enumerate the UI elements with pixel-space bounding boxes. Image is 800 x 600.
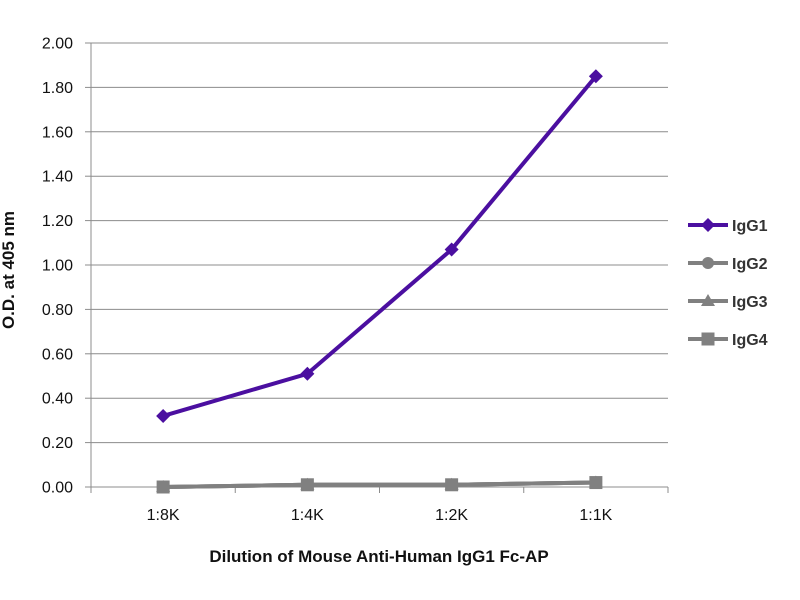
- y-axis-title: O.D. at 405 nm: [0, 211, 18, 329]
- y-tick-labels: 0.00 0.20 0.40 0.60 0.80 1.00 1.20 1.40 1.60 1.80…: [42, 36, 73, 497]
- legend-item-igg3: IgG3: [688, 294, 768, 311]
- x-tick-label: 1:2K: [435, 507, 468, 524]
- legend-label: IgG1: [732, 218, 768, 235]
- x-tick-label: 1:4K: [291, 507, 324, 524]
- y-tick-label: 0.00: [42, 480, 73, 497]
- x-tick-label: 1:8K: [147, 507, 180, 524]
- series: [156, 69, 603, 494]
- data-point-igg1: [300, 366, 315, 381]
- legend-item-igg2: IgG2: [688, 256, 768, 273]
- y-tick-label: 1.20: [42, 213, 73, 230]
- y-tick-label: 0.20: [42, 435, 73, 452]
- y-tick-label: 1.80: [42, 80, 73, 97]
- series-igg1: [156, 69, 603, 423]
- y-tick-label: 1.00: [42, 258, 73, 275]
- series-igg2: [157, 476, 602, 493]
- legend-label: IgG3: [732, 294, 768, 311]
- y-tick-label: 1.40: [42, 169, 73, 186]
- data-point-igg1: [156, 408, 171, 423]
- legend: IgG1 IgG2 IgG3 IgG4: [688, 218, 768, 349]
- y-tick-label: 1.60: [42, 124, 73, 141]
- series-line-igg1: [162, 75, 598, 418]
- data-point-igg1: [588, 69, 603, 84]
- axes: [85, 42, 669, 493]
- y-tick-label: 2.00: [42, 36, 73, 53]
- data-point-igg2: [301, 478, 314, 491]
- x-tick-labels: 1:8K 1:4K 1:2K 1:1K: [147, 507, 613, 524]
- legend-marker: [701, 294, 715, 306]
- legend-label: IgG4: [732, 332, 768, 349]
- series-line-igg2: [163, 480, 596, 489]
- x-tick-label: 1:1K: [579, 507, 612, 524]
- legend-marker: [702, 257, 714, 269]
- data-point-igg1: [444, 242, 459, 257]
- y-tick-label: 0.60: [42, 346, 73, 363]
- legend-marker: [701, 218, 715, 232]
- legend-label: IgG2: [732, 256, 768, 273]
- y-tick-label: 0.80: [42, 302, 73, 319]
- legend-marker: [701, 332, 715, 346]
- data-point-igg2: [445, 478, 458, 491]
- gridlines: [91, 42, 668, 444]
- data-point-igg2: [157, 481, 170, 493]
- legend-item-igg4: IgG4: [688, 332, 768, 349]
- y-tick-label: 0.40: [42, 391, 73, 408]
- data-point-igg2: [589, 476, 602, 489]
- legend-item-igg1: IgG1: [688, 218, 768, 235]
- x-axis-title: Dilution of Mouse Anti-Human IgG1 Fc-AP: [209, 547, 548, 566]
